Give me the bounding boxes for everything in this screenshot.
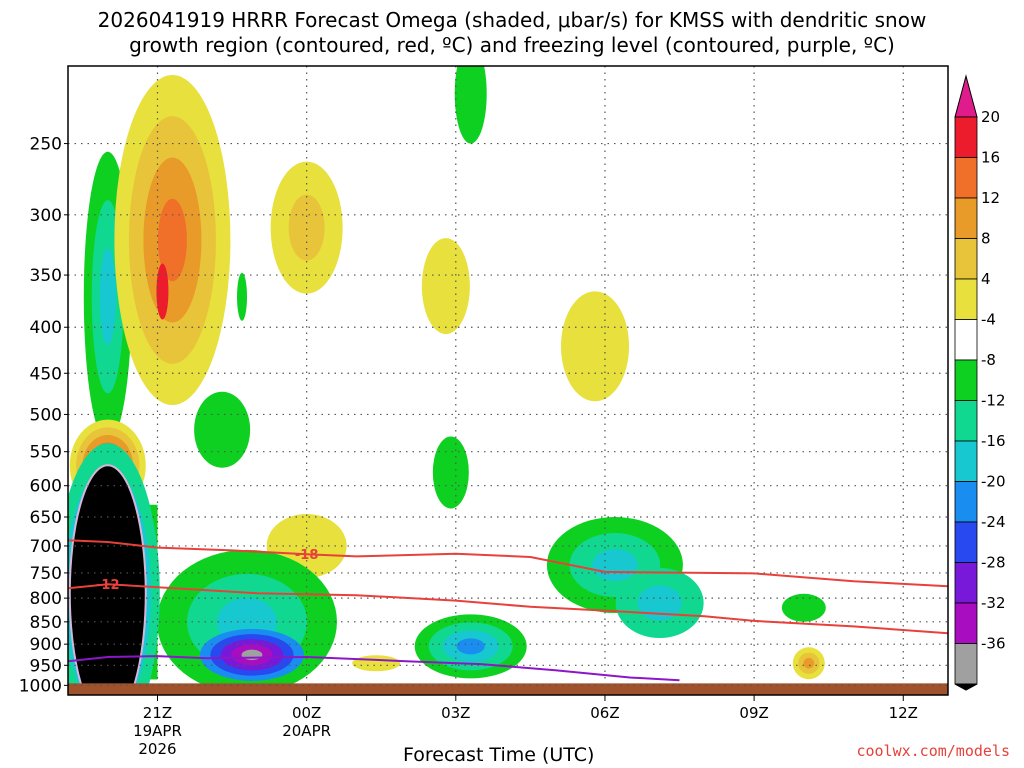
contour-dgz-minus18 [68,539,948,588]
x-tick-label-03Z: 03Z [441,704,470,722]
colorbar-label-4: 4 [981,270,991,288]
colorbar-label-minus28: -28 [981,554,1006,572]
y-tick-label-850: 850 [30,613,62,633]
omega-lift-max-20z [68,464,147,695]
omega-lift-700-06z-level-2 [592,549,638,582]
x-tick-label-09Z: 09Z [739,704,768,722]
x-tick-date-21Z: 19APR [133,722,182,740]
y-tick-label-650: 650 [30,508,62,528]
colorbar-swatch-16 [954,157,978,199]
colorbar-swatch-8 [954,238,978,280]
colorbar-label-minus36: -36 [981,635,1006,653]
colorbar-label-16: 16 [981,149,1000,167]
colorbar-swatch-minus8 [954,359,978,401]
y-tick-label-250: 250 [30,135,62,155]
omega-sink-upper-06z-level-0 [561,291,630,402]
y-tick-label-750: 750 [30,564,62,584]
omega-lift-mid-22z-level-0 [194,391,251,468]
x-axis-title: Forecast Time (UTC) [403,744,595,766]
contour-freezing-level [68,655,680,682]
colorbar-swatch-minus4 [954,319,978,361]
plot-frame [67,65,949,696]
x-tick-label-21Z: 21Z [143,704,172,722]
omega-field [68,66,826,695]
chart-title-line-1: 2026041919 HRRR Forecast Omega (shaded, … [97,8,927,32]
y-tick-label-350: 350 [30,266,62,286]
colorbar-label-12: 12 [981,189,1000,207]
omega-sink-upper-21z-level-3 [157,198,187,282]
y-tick-label-950: 950 [30,656,62,676]
x-tick-date-00Z: 20APR [282,722,331,740]
y-tick-label-400: 400 [30,318,62,338]
contour-lines: -18 -12 [68,539,948,682]
credit-link[interactable]: coolwx.com/models [856,742,1010,760]
colorbar-swatch-4 [954,278,978,320]
omega-lift-900-03z-level-3 [456,638,485,655]
colorbar-label-minus12: -12 [981,392,1006,410]
colorbar-label-minus16: -16 [981,432,1006,450]
colorbar-swatch-minus28 [954,562,978,604]
colorbar-swatch-minus32 [954,602,978,644]
omega-lift-800-10z-level-0 [781,593,826,622]
colorbar-label-20: 20 [981,108,1000,126]
colorbar-arrow-bottom [954,683,978,691]
x-tick-label-12Z: 12Z [889,704,918,722]
colorbar-swatch-minus20 [954,481,978,523]
x-tick-label-00Z: 00Z [292,704,321,722]
colorbar-swatch-minus36 [954,643,978,685]
omega-lift-mid-03z-level-0 [432,436,469,509]
y-tick-label-300: 300 [30,206,62,226]
y-tick-label-550: 550 [30,443,62,463]
contour-label-1: -12 [96,578,120,593]
contour-label-0: -18 [295,548,319,563]
y-tick-label-1000: 1000 [19,676,62,696]
y-tick-label-700: 700 [30,537,62,557]
contour-dgz-minus12 [68,583,948,635]
omega-sink-core-21z-level-0 [156,263,169,320]
colorbar-arrow-top [954,74,978,118]
x-tick-label-06Z: 06Z [590,704,619,722]
omega-sink-950-10z-level-2 [803,657,815,669]
colorbar-swatch-minus12 [954,400,978,442]
colorbar: 20 16 12 8 4 -4 -8 -12 -16 -20 -24 -28 -32 -36 [954,74,1006,691]
y-axis: 2503003504004505005506006507007508008509… [19,135,68,696]
colorbar-swatch-minus16 [954,440,978,482]
omega-lift-upper-03z-level-0 [454,66,487,144]
colorbar-label-minus32: -32 [981,594,1006,612]
y-tick-label-500: 500 [30,405,62,425]
grid-lines [68,66,948,686]
colorbar-label-minus4: -4 [981,311,996,329]
colorbar-label-8: 8 [981,230,991,248]
chart-title-line-2: growth region (contoured, red, ºC) and f… [129,33,895,57]
terrain-band [68,683,948,695]
omega-sink-upper-03z-level-0 [421,238,470,335]
y-tick-label-600: 600 [30,477,62,497]
x-tick-year-21Z: 2026 [138,740,176,758]
omega-lift-thin-22z-level-0 [237,272,248,321]
colorbar-label-minus20: -20 [981,473,1006,491]
y-tick-label-450: 450 [30,364,62,384]
omega-sink-upper-00z-level-1 [288,194,325,261]
colorbar-label-minus24: -24 [981,513,1006,531]
y-tick-label-800: 800 [30,589,62,609]
colorbar-label-minus8: -8 [981,351,996,369]
colorbar-swatch-minus24 [954,521,978,563]
y-tick-label-900: 900 [30,635,62,655]
colorbar-swatch-20 [954,116,978,158]
omega-lift-upper-20z-level-2 [99,248,116,346]
omega-sink-950-01z-level-0 [352,655,401,672]
colorbar-swatch-12 [954,197,978,239]
omega-lift-800-07z-level-1 [637,585,682,621]
